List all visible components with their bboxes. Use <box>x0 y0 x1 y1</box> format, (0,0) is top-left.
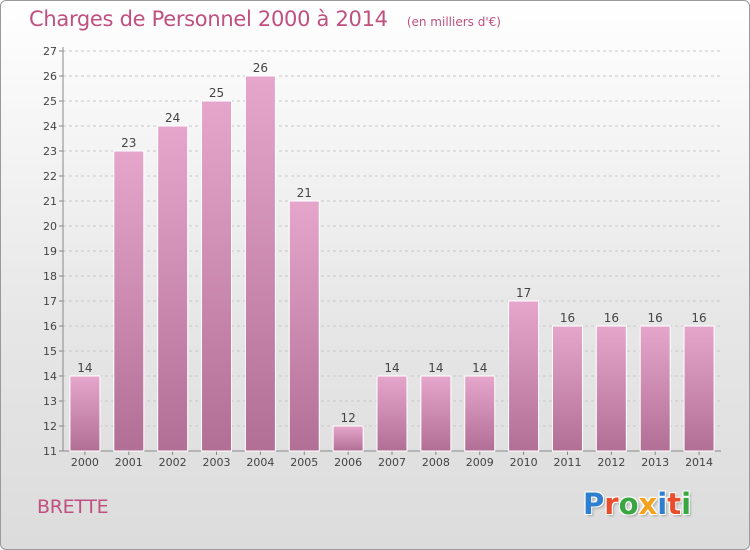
bar-value-label: 16 <box>604 311 619 325</box>
y-tick-label: 23 <box>43 145 57 158</box>
bar-2007 <box>376 375 408 452</box>
x-tick-label: 2004 <box>246 456 274 469</box>
y-tick-label: 24 <box>43 120 57 133</box>
bar-2000 <box>69 375 101 452</box>
logo-letter: i <box>681 487 692 521</box>
bar-2004 <box>244 75 276 452</box>
bar-value-label: 16 <box>648 311 663 325</box>
y-tick-label: 19 <box>43 245 57 258</box>
x-tick-label: 2003 <box>203 456 231 469</box>
y-tick-label: 14 <box>43 370 57 383</box>
bar-value-label: 16 <box>560 311 575 325</box>
bar-value-label: 12 <box>340 411 355 425</box>
y-tick-label: 25 <box>43 95 57 108</box>
bar-value-label: 26 <box>253 61 268 75</box>
bar-2012 <box>595 325 627 452</box>
x-tick-label: 2007 <box>378 456 406 469</box>
bar-value-label: 23 <box>121 136 136 150</box>
x-tick-label: 2001 <box>115 456 143 469</box>
chart-subtitle: (en milliers d'€) <box>406 15 501 29</box>
x-tick-label: 2006 <box>334 456 362 469</box>
bar-value-label: 14 <box>428 361 443 375</box>
bar-value-label: 25 <box>209 86 224 100</box>
bar-2013 <box>639 325 671 452</box>
bar-2003 <box>201 100 233 452</box>
bars <box>69 75 715 452</box>
bar-value-label: 16 <box>691 311 706 325</box>
bar-value-label: 21 <box>297 186 312 200</box>
x-tick-label: 2000 <box>71 456 99 469</box>
bar-2006 <box>332 425 364 452</box>
title-block: Charges de Personnel 2000 à 2014 (en mil… <box>29 7 501 31</box>
y-tick-label: 13 <box>43 395 57 408</box>
y-tick-label: 20 <box>43 220 57 233</box>
logo-letter: r <box>604 487 619 521</box>
bar-2011 <box>551 325 583 452</box>
logo-letter: o <box>618 487 639 521</box>
y-tick-label: 27 <box>43 45 57 58</box>
x-tick-label: 2002 <box>159 456 187 469</box>
bar-2014 <box>683 325 715 452</box>
logo-letter: P <box>583 487 605 521</box>
y-tick-label: 21 <box>43 195 57 208</box>
commune-name: BRETTE <box>37 496 109 518</box>
proxiti-logo[interactable]: Proxiti <box>583 487 691 521</box>
y-tick-label: 15 <box>43 345 57 358</box>
x-tick-label: 2010 <box>510 456 538 469</box>
bar-2001 <box>113 150 145 452</box>
bar-value-label: 14 <box>472 361 487 375</box>
bar-2005 <box>288 200 320 452</box>
bar-2010 <box>508 300 540 452</box>
x-tick-label: 2013 <box>641 456 669 469</box>
bar-value-label: 24 <box>165 111 180 125</box>
logo-letter: x <box>638 487 658 521</box>
x-tick-label: 2008 <box>422 456 450 469</box>
bar-2002 <box>157 125 189 452</box>
y-tick-label: 17 <box>43 295 57 308</box>
x-tick-label: 2014 <box>685 456 713 469</box>
labels: 14 2000 23 2001 24 2002 25 2003 26 2004 21 2005 12 20… <box>71 61 713 469</box>
logo-letter: t <box>667 487 682 521</box>
x-tick-label: 2009 <box>466 456 494 469</box>
y-tick-label: 16 <box>43 320 57 333</box>
bar-value-label: 14 <box>384 361 399 375</box>
logo-letter: i <box>657 487 668 521</box>
x-tick-label: 2012 <box>597 456 625 469</box>
y-tick-label: 12 <box>43 420 57 433</box>
bar-2009 <box>464 375 496 452</box>
y-tick-label: 22 <box>43 170 57 183</box>
bar-2008 <box>420 375 452 452</box>
y-tick-label: 18 <box>43 270 57 283</box>
chart-title: Charges de Personnel 2000 à 2014 <box>29 7 388 31</box>
bar-value-label: 14 <box>77 361 92 375</box>
x-tick-label: 2011 <box>553 456 581 469</box>
y-tick-label: 11 <box>43 445 57 458</box>
y-tick-label: 26 <box>43 70 57 83</box>
x-tick-label: 2005 <box>290 456 318 469</box>
bar-value-label: 17 <box>516 286 531 300</box>
